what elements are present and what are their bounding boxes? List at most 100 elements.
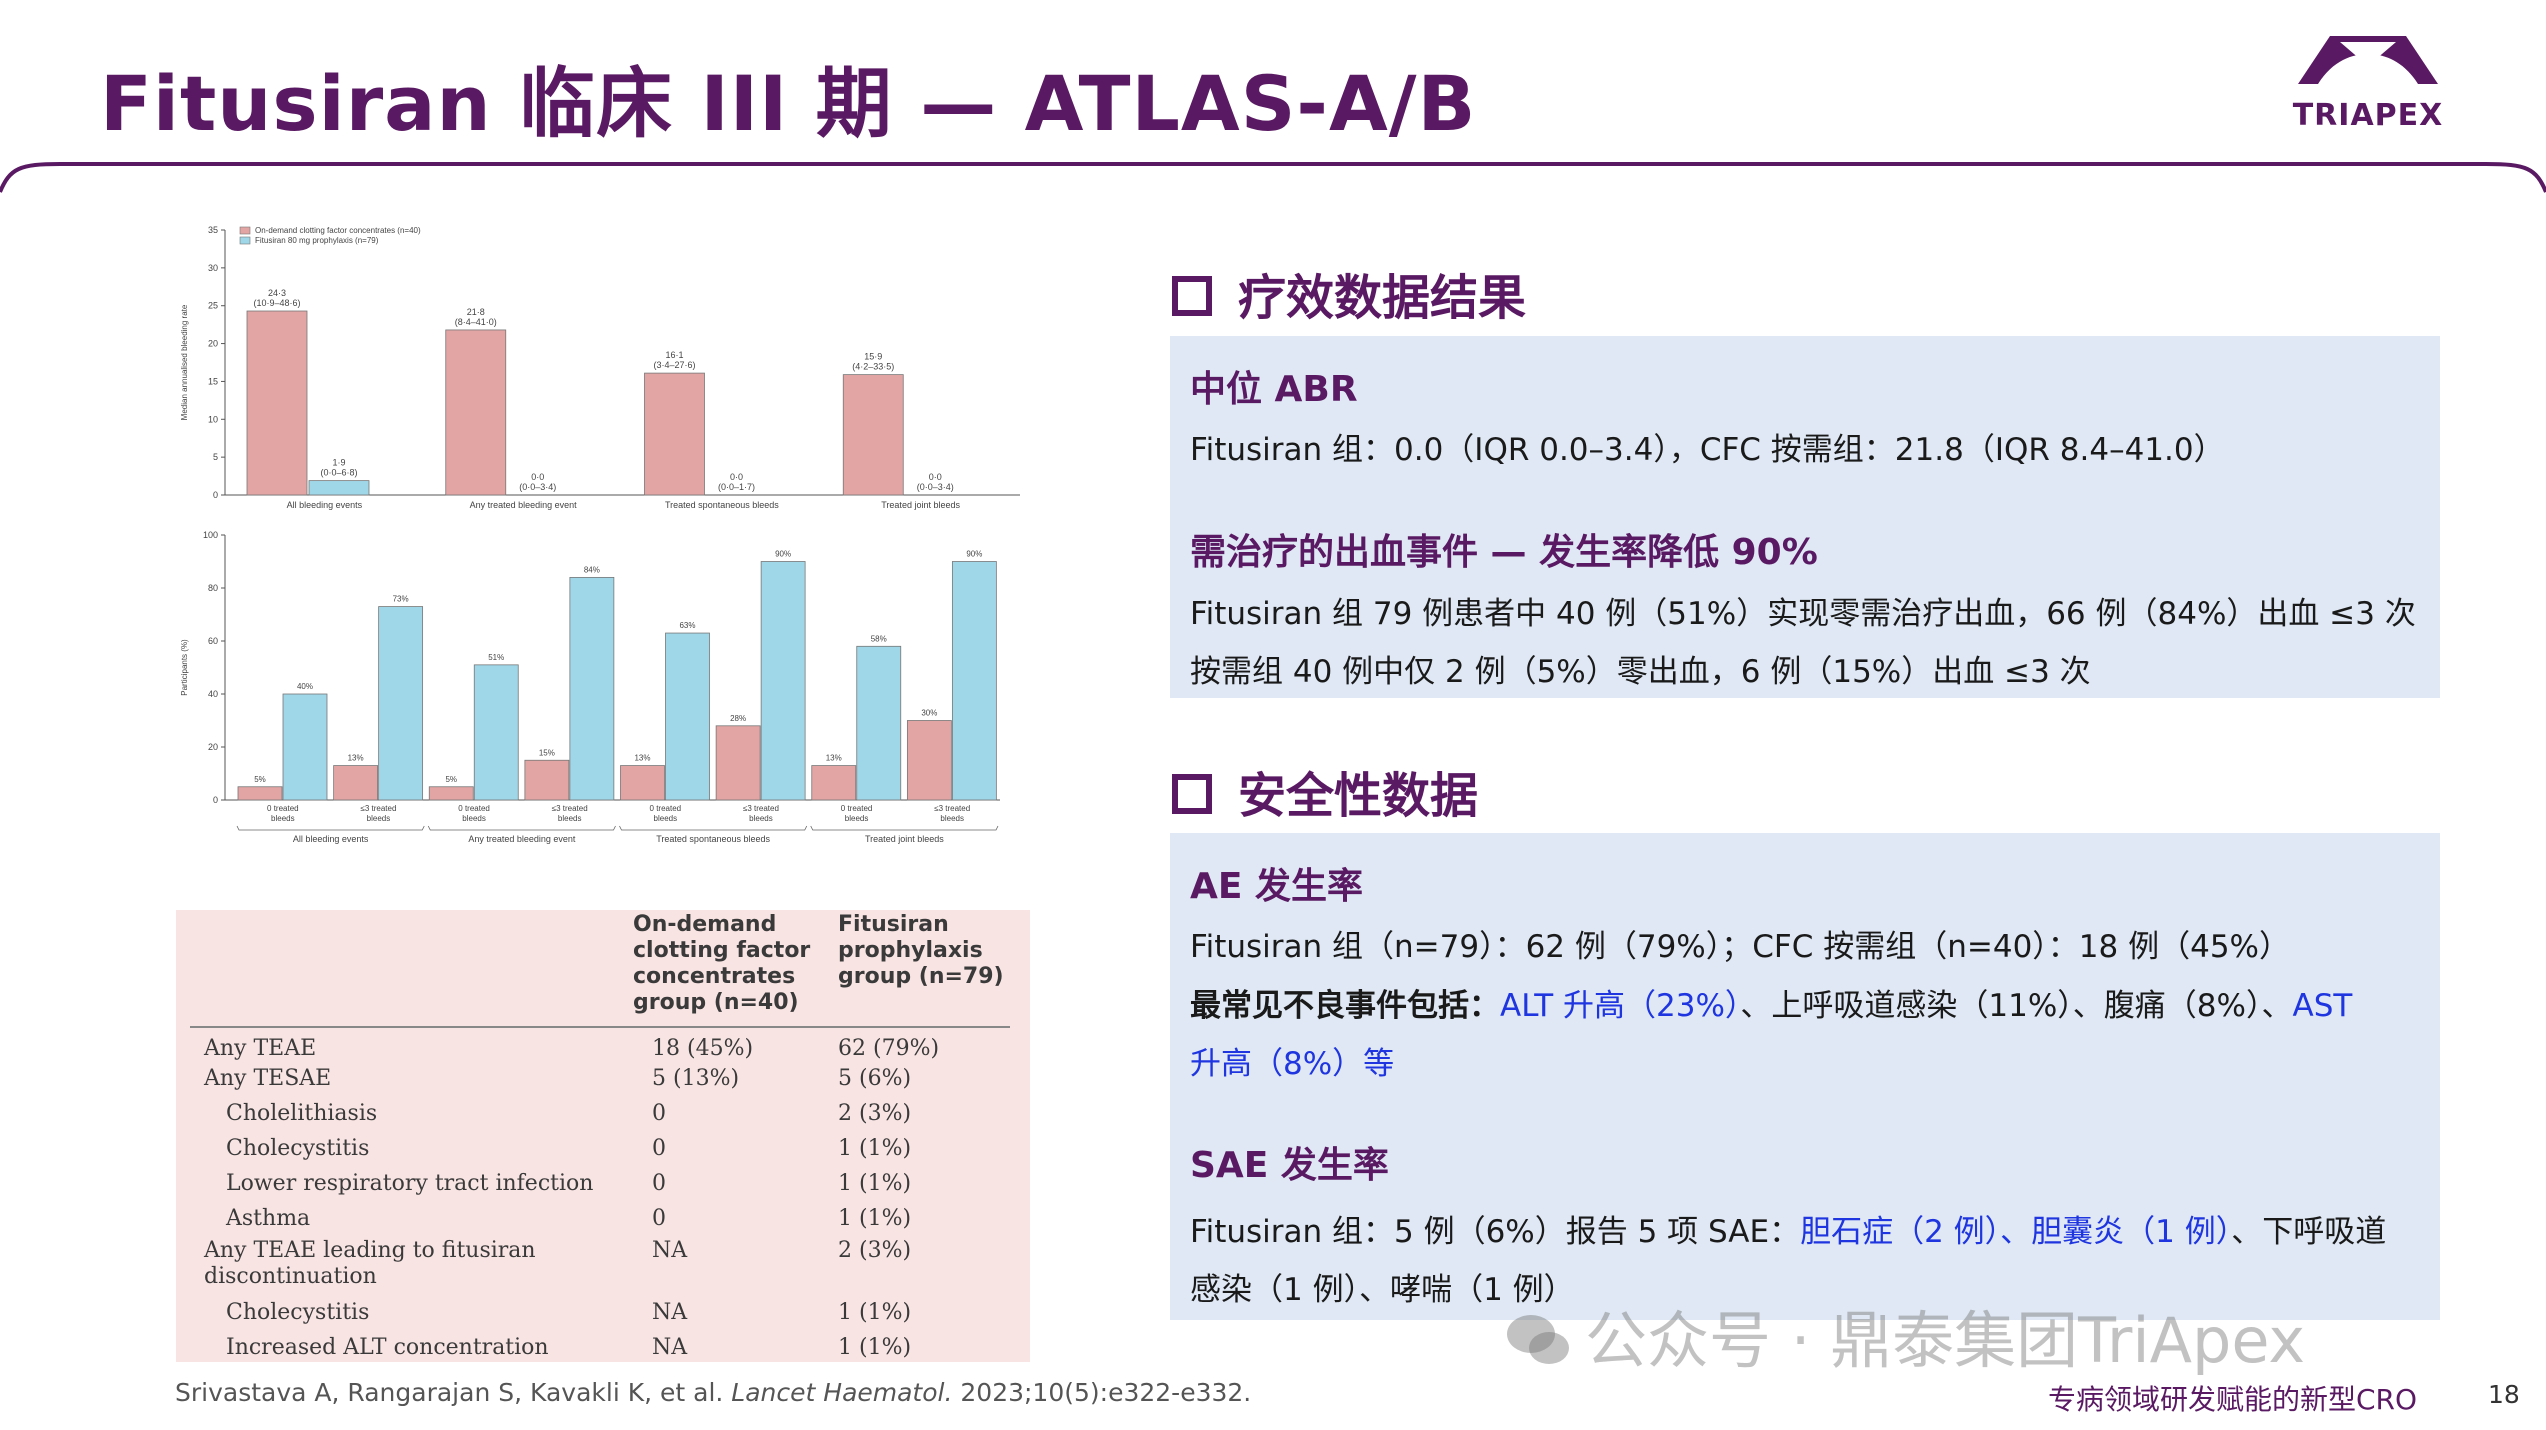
chart2-bar: [906, 720, 952, 801]
chart1-bar: [246, 310, 308, 496]
logo-text: TRIAPEX: [2292, 98, 2444, 133]
checkbox-square-icon: [1172, 774, 1212, 814]
chart2-bar-value: 40%: [297, 682, 313, 691]
chart2-bar-value: 90%: [775, 550, 791, 559]
efficacy-heading-text: 疗效数据结果: [1238, 270, 1527, 326]
table-cell-fitusiran: 1 (1%): [838, 1206, 912, 1231]
chart2-group-bracket: [427, 825, 616, 831]
chart1-category-label: Treated joint bleeds: [881, 500, 960, 510]
table-row-label: Lower respiratory tract infection: [226, 1171, 594, 1196]
chart1-category-label: All bleeding events: [287, 500, 363, 510]
chart1-bar-ci: (0·0–3·4): [519, 482, 556, 492]
abr-title: 中位 ABR: [1190, 369, 1358, 410]
chart2-bar: [665, 632, 710, 801]
table-row-label: Any TESAE: [204, 1066, 332, 1091]
reference-journal: Lancet Haematol.: [731, 1378, 953, 1407]
chart2-subcategory-label: bleeds: [845, 814, 869, 823]
chart2-bar: [951, 561, 997, 801]
efficacy-heading: 疗效数据结果: [1172, 258, 1526, 328]
table-row-label: Cholecystitis: [226, 1300, 370, 1325]
safety-panel: [1170, 833, 2440, 1320]
chart1-y-tick-label: 20: [208, 339, 218, 349]
chart2-bar-value: 90%: [966, 550, 982, 559]
chart1-legend-label: Fitusiran 80 mg prophylaxis (n=79): [255, 236, 379, 245]
table-cell-cfc: 0: [652, 1206, 666, 1231]
sae-prefix: Fitusiran 组：5 例（6%）报告 5 项 SAE：: [1190, 1214, 1801, 1250]
chart2-bar-value: 15%: [539, 748, 555, 757]
chart2-bar-value: 30%: [921, 709, 937, 718]
reference-tail: 2023;10(5):e322-e332.: [952, 1378, 1252, 1407]
chart1-category-label: Any treated bleeding event: [470, 500, 578, 510]
chart1-bar-ci: (3·4–27·6): [653, 360, 695, 370]
chart2-y-tick-label: 80: [208, 583, 218, 593]
sae-title: SAE 发生率: [1190, 1145, 1389, 1186]
bleed-line-1: Fitusiran 组 79 例患者中 40 例（51%）实现零需治疗出血，66…: [1190, 596, 2416, 632]
chart2-subcategory-label: bleeds: [367, 814, 391, 823]
ae-text: Fitusiran 组（n=79）：62 例（79%）；CFC 按需组（n=40…: [1190, 929, 2291, 965]
chart2-subcategory-label: bleeds: [271, 814, 295, 823]
chart2-bar-value: 13%: [826, 754, 842, 763]
table-row-label: Cholelithiasis: [226, 1101, 378, 1126]
chart1-bar-value: 0·0: [531, 472, 544, 482]
chart2-subcategory-label: ≤3 treated: [552, 804, 588, 813]
checkbox-square-icon: [1172, 276, 1212, 316]
table-cell-fitusiran: 5 (6%): [838, 1066, 912, 1091]
header-divider: [0, 162, 2546, 193]
ae-ast-cont: 升高（8%）等: [1190, 1046, 1395, 1082]
chart2-y-tick-label: 40: [208, 689, 218, 699]
abr-bar-charts: 0 5 10 15 20 25 30 35 Median annualised bleeding…: [180, 225, 1020, 844]
table-header-cfc: On-demand clotting factor concentrates grou…: [633, 912, 811, 1015]
sae-line-2: 感染（1 例）、哮喘（1 例）: [1190, 1272, 1575, 1308]
table-cell-cfc: 0: [652, 1136, 666, 1161]
table-cell-fitusiran: 2 (3%): [838, 1101, 912, 1126]
ae-common-label: 最常见不良事件包括：: [1190, 988, 1500, 1024]
chart2-y-label: Participants (%): [180, 639, 189, 696]
chart2-subcategory-label: 0 treated: [267, 804, 299, 813]
chart2-bar-value: 13%: [348, 754, 364, 763]
table-cell-fitusiran: 1 (1%): [838, 1171, 912, 1196]
chart2-bar: [378, 606, 424, 801]
chart1-y-tick-label: 10: [208, 414, 218, 424]
chart2-bar: [569, 576, 615, 801]
ae-common-mid: 、上呼吸道感染（11%）、腹痛（8%）、: [1740, 988, 2293, 1024]
table-cell-fitusiran: 62 (79%): [838, 1036, 940, 1061]
chart1-bar-value: 0·0: [730, 472, 743, 482]
chart2-group-label: All bleeding events: [293, 834, 369, 844]
chart2-bar-value: 13%: [634, 754, 650, 763]
wechat-icon: [1507, 1315, 1569, 1364]
chart2-y-tick-label: 100: [203, 530, 218, 540]
chart2-bar: [282, 693, 328, 801]
chart2-subcategory-label: ≤3 treated: [743, 804, 779, 813]
chart2-subcategory-label: 0 treated: [841, 804, 873, 813]
table-cell-cfc: NA: [652, 1300, 688, 1325]
chart2-bar: [620, 765, 665, 801]
chart2-subcategory-label: bleeds: [749, 814, 773, 823]
safety-table: On-demand clotting factor concentrates grou…: [176, 910, 1030, 1362]
chart1-bar-value: 0·0: [929, 472, 942, 482]
chart1-bar: [842, 374, 904, 496]
table-row-label: Any TEAE leading to fitusiran: [204, 1238, 536, 1263]
bleed-line-2: 按需组 40 例中仅 2 例（5%）零出血，6 例（15%）出血 ≤3 次: [1190, 654, 2091, 690]
chart2-group-bracket: [810, 825, 999, 831]
table-row-label: Cholecystitis: [226, 1136, 370, 1161]
chart2-y-tick-label: 20: [208, 742, 218, 752]
sae-blue: 胆石症（2 例）、胆囊炎（1 例）: [1800, 1214, 2232, 1250]
chart2-subcategory-label: bleeds: [940, 814, 964, 823]
chart1-bar-ci: (8·4–41·0): [455, 317, 497, 327]
page-number: 18: [2488, 1380, 2520, 1409]
chart2-bar-value: 73%: [393, 595, 409, 604]
chart2-bar: [237, 786, 283, 801]
chart2-group-label: Treated joint bleeds: [865, 834, 944, 844]
chart2-subcategory-label: ≤3 treated: [934, 804, 970, 813]
chart2-bar-value: 63%: [679, 621, 695, 630]
reference: Srivastava A, Rangarajan S, Kavakli K, e…: [175, 1378, 1251, 1407]
abr-text: Fitusiran 组：0.0（IQR 0.0–3.4），CFC 按需组：21.…: [1190, 432, 2225, 468]
chart1-bar-ci: (0·0–6·8): [320, 468, 357, 478]
table-cell-cfc: 5 (13%): [652, 1066, 740, 1091]
efficacy-panel: [1170, 336, 2440, 698]
chart2-group-label: Any treated bleeding event: [468, 834, 576, 844]
table-cell-fitusiran: 1 (1%): [838, 1136, 912, 1161]
chart1-bar-value: 21·8: [467, 307, 485, 317]
safety-heading-text: 安全性数据: [1238, 768, 1479, 824]
table-row-label: Asthma: [226, 1206, 311, 1231]
